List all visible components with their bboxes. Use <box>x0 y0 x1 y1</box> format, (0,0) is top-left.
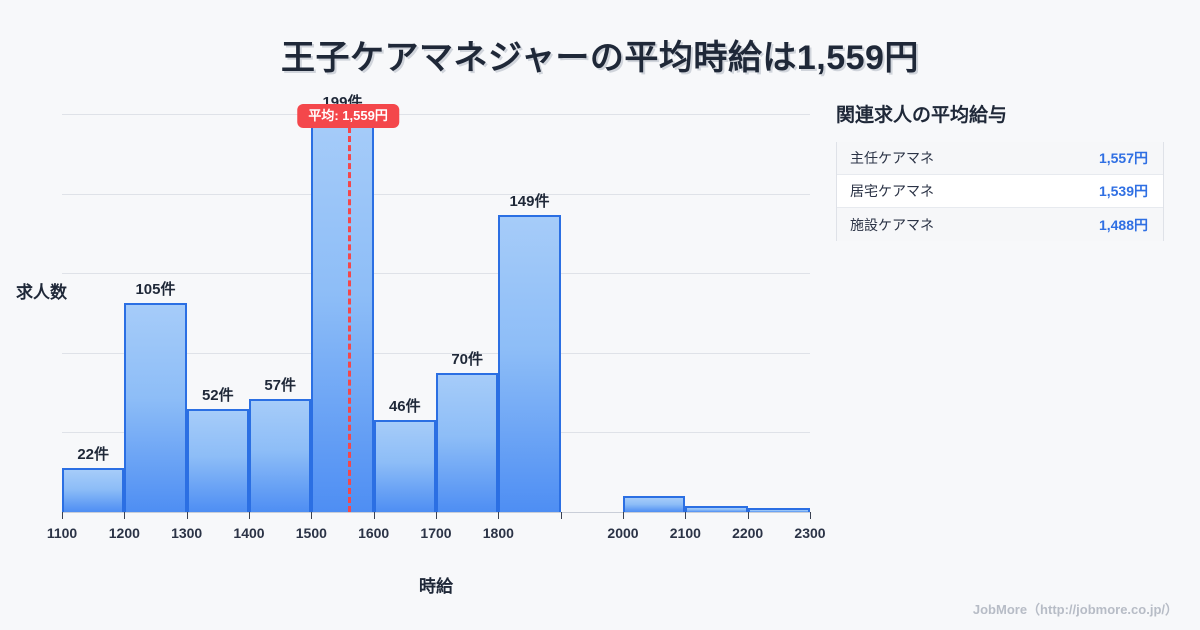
x-tick-mark <box>62 512 63 519</box>
page-title: 王子ケアマネジャーの平均時給は1,559円 <box>281 39 919 77</box>
row-label: 主任ケアマネ <box>850 150 934 166</box>
y-axis-title: 求人数 <box>16 283 67 302</box>
x-tick-label: 1500 <box>295 525 327 541</box>
x-tick-mark <box>373 512 375 519</box>
x-tick-label: 1600 <box>358 525 390 541</box>
row-value: 1,488円 <box>1098 216 1148 233</box>
x-axis-title: 時給 <box>419 577 453 596</box>
x-tick-mark <box>623 512 624 519</box>
gridline <box>62 193 810 195</box>
row-value: 1,557円 <box>1098 150 1148 166</box>
bar <box>498 215 561 512</box>
x-tick-mark <box>560 512 562 519</box>
row-label: 施設ケアマネ <box>850 216 934 233</box>
x-tick-label: 1100 <box>46 525 78 541</box>
gridline <box>62 352 810 354</box>
bar-value-label: 57件 <box>264 376 296 394</box>
x-tick-label: 2200 <box>732 525 764 541</box>
bar <box>373 420 436 512</box>
bar <box>436 372 499 512</box>
bar <box>747 508 810 512</box>
bar-value-label: 22件 <box>77 446 109 464</box>
x-tick-mark <box>186 512 188 519</box>
x-tick-mark <box>747 512 749 519</box>
x-tick-mark <box>685 512 687 519</box>
x-tick-label: 1700 <box>420 525 452 541</box>
bar <box>124 303 187 512</box>
x-tick-mark <box>810 512 811 519</box>
bar <box>623 496 686 512</box>
gridline <box>62 113 810 115</box>
x-tick-label: 1800 <box>482 525 514 541</box>
footer-watermark: JobMore（http://jobmore.co.jp/） <box>972 602 1178 617</box>
gridline <box>62 273 810 275</box>
x-tick-mark <box>498 512 500 519</box>
bar-value-label: 46件 <box>388 398 421 416</box>
bars-layer: 22件 105件 52件 57件 199件 46件 70件 149件 <box>62 90 810 512</box>
average-badge: 平均: 1,559円 <box>297 104 399 128</box>
x-tick-label: 1300 <box>171 525 203 541</box>
x-tick-label: 1200 <box>108 525 140 541</box>
related-salary-table: 主任ケアマネ 1,557円居宅ケアマネ 1,539円施設ケアマネ 1,488円 <box>836 142 1164 241</box>
x-tick-label: 1400 <box>233 525 265 541</box>
bar-value-label: 52件 <box>201 386 234 404</box>
bar <box>186 408 249 512</box>
bar <box>685 506 748 512</box>
x-tick-label: 2300 <box>794 525 826 541</box>
related-salary-panel: 関連求人の平均給与 主任ケアマネ 1,557円居宅ケアマネ 1,539円施設ケアマネ… <box>836 100 1166 241</box>
table-row: 施設ケアマネ 1,488円 <box>837 208 1163 241</box>
table-row: 主任ケアマネ 1,557円 <box>837 142 1163 175</box>
x-tick-mark <box>249 512 250 519</box>
bar <box>62 468 125 512</box>
related-salary-title: 関連求人の平均給与 <box>836 105 1008 126</box>
x-tick-label: 2100 <box>669 525 701 541</box>
x-tick-mark <box>124 512 126 519</box>
bar-value-label: 70件 <box>451 350 483 368</box>
table-row: 居宅ケアマネ 1,539円 <box>837 175 1163 208</box>
bar-value-label: 105件 <box>135 281 176 298</box>
bar-value-label: 149件 <box>509 193 550 211</box>
row-label: 居宅ケアマネ <box>850 183 934 199</box>
x-tick-mark <box>311 512 313 519</box>
row-value: 1,539円 <box>1098 183 1148 199</box>
x-tick-mark <box>436 512 437 519</box>
x-tick-label: 2000 <box>607 525 639 541</box>
average-line <box>348 118 352 512</box>
bar <box>311 115 374 512</box>
x-axis-ticks: 1100 1200 1300 1400 1500 1600 1700 1800 2000 2100… <box>47 512 826 546</box>
bar <box>249 398 312 512</box>
